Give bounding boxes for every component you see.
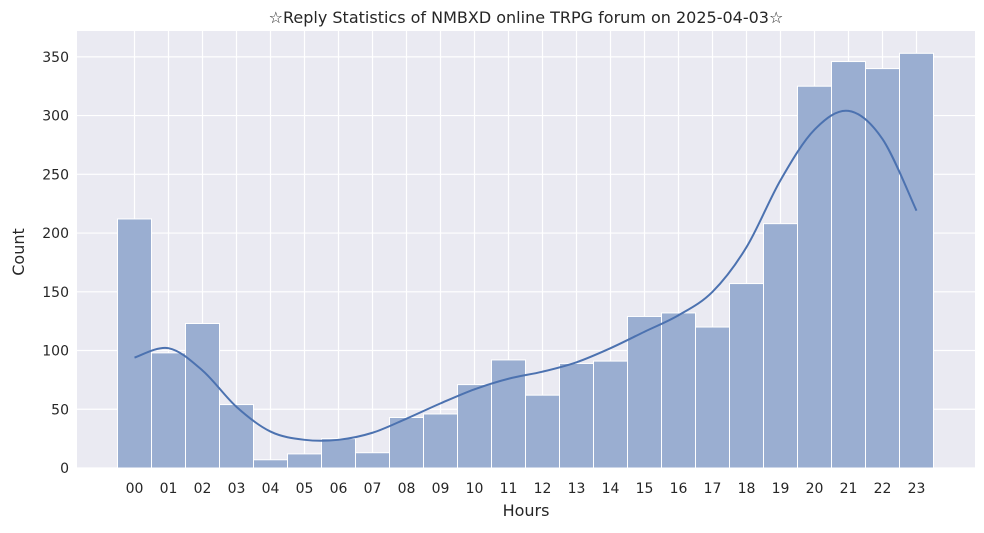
x-tick-label: 10 — [466, 481, 484, 497]
bar-hour-08 — [389, 416, 424, 469]
x-tick-label: 16 — [670, 481, 688, 497]
bar-hour-15 — [627, 315, 662, 469]
bar-hour-00 — [117, 218, 152, 469]
bar-hour-17 — [695, 326, 730, 469]
bars — [117, 52, 934, 469]
bar-hour-18 — [729, 283, 764, 469]
bar-hour-07 — [355, 452, 390, 469]
bar-hour-12 — [525, 394, 560, 469]
y-tick-label: 200 — [42, 226, 69, 242]
x-tick-label: 02 — [194, 481, 212, 497]
x-tick-label: 07 — [364, 481, 382, 497]
x-tick-label: 19 — [772, 481, 790, 497]
x-tick-labels: 00 01 02 03 04 05 06 07 08 09 10 11 12 13 14 15 16 17 18 19… — [126, 481, 926, 497]
bar-hour-21 — [831, 61, 866, 469]
bar-hour-02 — [185, 323, 220, 469]
bar-hour-13 — [559, 362, 594, 469]
x-tick-label: 22 — [874, 481, 892, 497]
x-tick-label: 15 — [636, 481, 654, 497]
x-tick-label: 06 — [330, 481, 348, 497]
bar-hour-22 — [865, 68, 900, 469]
x-axis-label: Hours — [503, 501, 550, 520]
x-tick-label: 00 — [126, 481, 144, 497]
bar-hour-16 — [661, 312, 696, 469]
bar-hour-14 — [593, 360, 628, 469]
bar-hour-06 — [321, 438, 356, 469]
y-tick-label: 100 — [42, 344, 69, 360]
bar-hour-19 — [763, 223, 798, 469]
y-tick-label: 350 — [42, 50, 69, 66]
y-tick-label: 300 — [42, 109, 69, 125]
bar-hour-23 — [899, 52, 934, 469]
x-tick-label: 08 — [398, 481, 416, 497]
y-tick-label: 0 — [60, 461, 69, 477]
x-tick-label: 13 — [568, 481, 586, 497]
y-tick-labels: 0 50 100 150 200 250 300 350 — [42, 50, 69, 477]
y-tick-label: 50 — [51, 402, 69, 418]
kde-curve — [134, 109, 918, 442]
x-tick-label: 03 — [228, 481, 246, 497]
x-tick-label: 12 — [534, 481, 552, 497]
x-tick-label: 18 — [738, 481, 756, 497]
bar-hour-01 — [151, 352, 186, 469]
x-tick-label: 05 — [296, 481, 314, 497]
chart-title: ☆Reply Statistics of NMBXD online TRPG f… — [269, 8, 784, 27]
y-axis-label: Count — [9, 228, 28, 276]
bar-hour-20 — [797, 85, 832, 469]
y-tick-label: 150 — [42, 285, 69, 301]
x-tick-label: 04 — [262, 481, 280, 497]
x-tick-label: 09 — [432, 481, 450, 497]
x-tick-label: 14 — [602, 481, 620, 497]
x-tick-label: 01 — [160, 481, 178, 497]
bar-hour-04 — [253, 459, 288, 469]
y-tick-label: 250 — [42, 167, 69, 183]
x-tick-label: 20 — [806, 481, 824, 497]
x-tick-label: 17 — [704, 481, 722, 497]
x-tick-label: 23 — [908, 481, 926, 497]
bar-hour-10 — [457, 384, 492, 469]
x-tick-label: 21 — [840, 481, 858, 497]
bar-hour-09 — [423, 413, 458, 469]
bar-hour-03 — [219, 404, 254, 469]
x-tick-label: 11 — [500, 481, 518, 497]
bar-hour-05 — [287, 453, 322, 469]
